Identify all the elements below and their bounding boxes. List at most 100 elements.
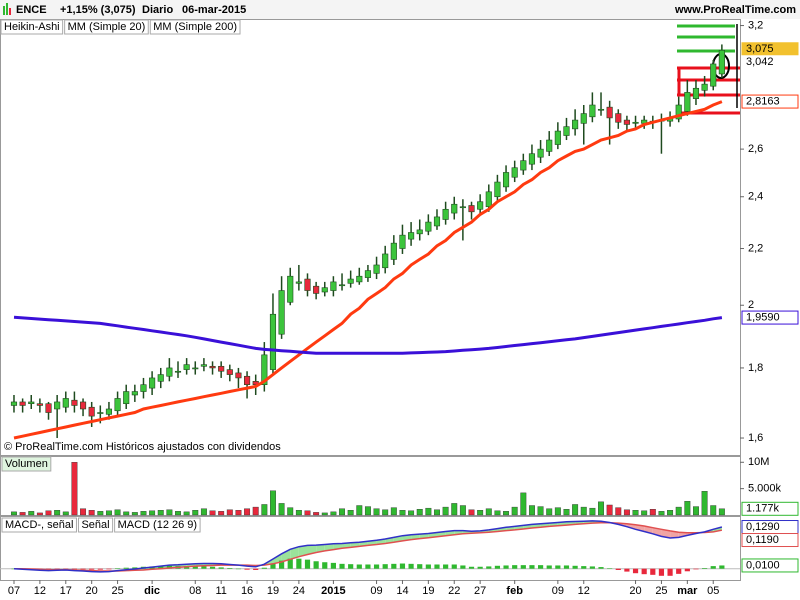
volume-bar — [641, 510, 648, 516]
x-tick-label: 17 — [60, 585, 72, 597]
volume-bar — [261, 504, 268, 516]
histogram-bar — [494, 565, 501, 569]
volume-bar — [468, 509, 475, 516]
volume-bar — [252, 506, 259, 516]
histogram-bar — [261, 567, 267, 569]
x-tick-label: 09 — [552, 585, 564, 597]
candle-body — [88, 406, 95, 417]
candle-body — [338, 284, 346, 287]
candle-body — [442, 208, 449, 220]
x-tick-label: 14 — [396, 585, 408, 597]
x-tick-label: 09 — [370, 585, 382, 597]
volume-bar — [649, 509, 656, 516]
legend-item: MACD (12 26 9) — [118, 519, 197, 531]
volume-bar — [572, 504, 579, 516]
candle-body — [528, 153, 536, 165]
change: +1,15% (3,075) — [60, 4, 136, 16]
histogram-bar — [658, 568, 665, 576]
histogram-bar — [132, 567, 138, 569]
histogram-bar — [563, 565, 570, 569]
histogram-bar — [313, 561, 319, 569]
volume-bar — [123, 511, 130, 516]
candle-body — [45, 403, 52, 413]
site[interactable]: www.ProRealTime.com — [674, 4, 796, 16]
histogram-bar — [434, 564, 440, 569]
macd-fill — [670, 530, 679, 538]
macd-panel — [0, 516, 741, 581]
x-tick-label: 24 — [293, 585, 305, 597]
volume-bar — [451, 503, 458, 516]
series-line — [13, 520, 723, 573]
volume-bar — [546, 508, 553, 516]
histogram-bar — [244, 568, 250, 570]
price-panel — [0, 19, 741, 456]
x-tick-label: 07 — [8, 585, 20, 597]
histogram-bar — [330, 562, 336, 569]
macd-fill — [678, 532, 688, 538]
candle-body — [537, 148, 544, 158]
histogram-bar — [555, 565, 561, 569]
candle-body — [580, 113, 587, 124]
series-line — [13, 100, 723, 440]
histogram-bar — [468, 566, 475, 569]
histogram-bar — [253, 568, 259, 570]
y-tick-label: 10M — [748, 456, 769, 468]
volume-bar — [675, 506, 682, 516]
candle-body — [347, 278, 354, 284]
histogram-bar — [209, 566, 216, 569]
x-tick-label: 25 — [655, 585, 667, 597]
candle-body — [399, 234, 406, 249]
x-tick-label: 19 — [267, 585, 279, 597]
volume-bar — [140, 511, 147, 516]
candle-body — [718, 49, 725, 75]
candle-body — [304, 278, 311, 291]
candle-body — [364, 270, 371, 278]
value-label: 0,1190 — [746, 534, 779, 546]
volume-bar — [477, 510, 484, 516]
volume-bar — [166, 509, 173, 516]
legend-box — [149, 19, 241, 35]
candle-body — [209, 365, 216, 369]
histogram-bar — [279, 560, 285, 569]
candle-body — [295, 281, 302, 284]
candle-body — [330, 281, 337, 291]
candle-body — [149, 377, 156, 389]
candle-body — [200, 364, 207, 367]
histogram-bar — [114, 568, 121, 569]
y-tick-label: 5.000k — [748, 483, 782, 495]
series-line — [14, 522, 723, 572]
macd-fill — [324, 543, 334, 551]
histogram-bar — [641, 568, 647, 575]
y-tick-label: 2 — [748, 299, 754, 311]
macd-fill — [307, 545, 317, 555]
volume-bar — [114, 509, 121, 516]
symbol: ENCE — [16, 4, 47, 16]
volume-bar — [192, 510, 199, 516]
volume-bar — [347, 510, 354, 516]
candle-body — [494, 181, 501, 198]
candle-body — [54, 401, 61, 410]
candle-body — [425, 221, 432, 232]
volume-bar — [105, 510, 112, 516]
volume-bar — [598, 501, 604, 516]
histogram-bar — [451, 564, 457, 569]
x-tick-label: feb — [506, 585, 523, 597]
histogram-bar — [356, 564, 362, 569]
volume-bar — [503, 511, 510, 516]
volume-bar — [330, 511, 337, 516]
macd-fill — [290, 546, 299, 560]
candle-body — [511, 167, 518, 178]
macd-fill — [298, 545, 308, 557]
candle-body — [235, 372, 242, 379]
volume-bar — [131, 512, 138, 516]
x-tick-label: 22 — [448, 585, 460, 597]
legend-item: MM (Simple 20) — [68, 21, 146, 33]
volume-bar — [606, 504, 613, 516]
volume-bar — [19, 512, 26, 516]
histogram-bar — [624, 568, 630, 572]
volume-bar — [149, 510, 156, 516]
volume-bar — [520, 492, 527, 516]
volume-bar — [434, 509, 440, 516]
histogram-bar — [632, 568, 639, 574]
